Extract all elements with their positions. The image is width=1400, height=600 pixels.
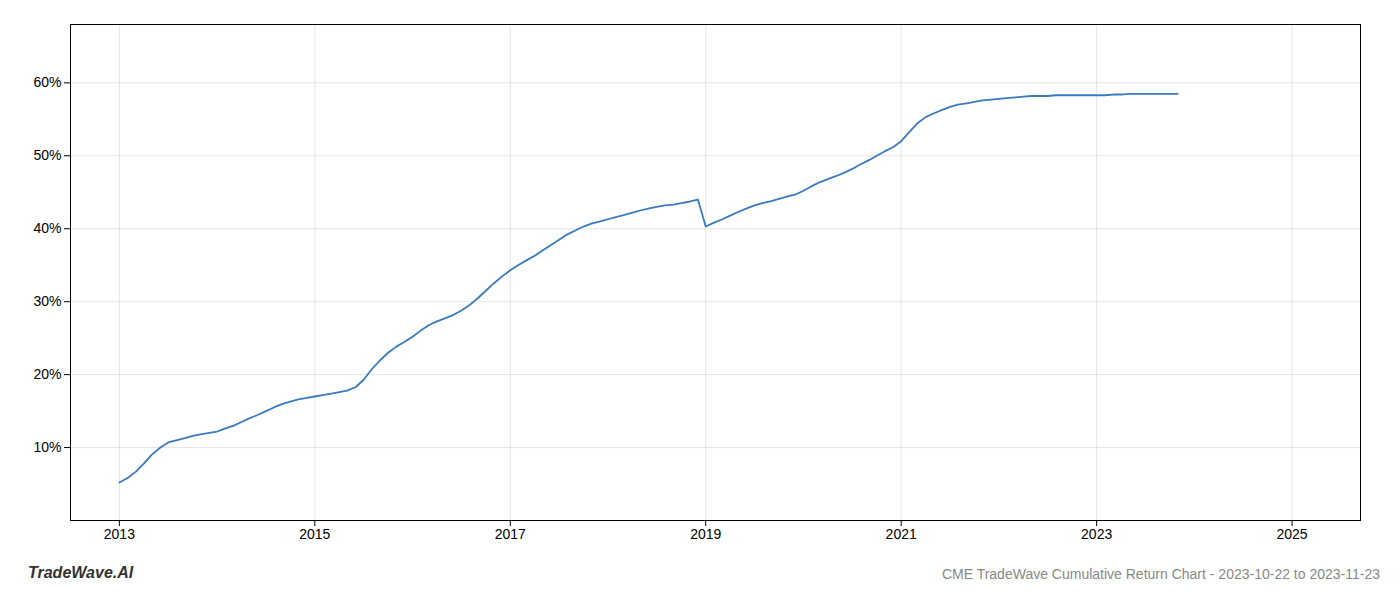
svg-text:2025: 2025 xyxy=(1277,526,1308,542)
svg-text:40%: 40% xyxy=(33,220,61,236)
svg-text:2021: 2021 xyxy=(886,526,917,542)
svg-text:2013: 2013 xyxy=(104,526,135,542)
svg-text:10%: 10% xyxy=(33,439,61,455)
html-text:TradeWave.AI: TradeWave.AI xyxy=(28,564,134,581)
svg-text:2023: 2023 xyxy=(1081,526,1112,542)
svg-text:2017: 2017 xyxy=(495,526,526,542)
html-text:CME TradeWave Cumulative Retur: CME TradeWave Cumulative Return Chart - … xyxy=(941,566,1380,582)
svg-text:60%: 60% xyxy=(33,74,61,90)
svg-text:2019: 2019 xyxy=(690,526,721,542)
svg-text:50%: 50% xyxy=(33,147,61,163)
svg-text:20%: 20% xyxy=(33,366,61,382)
svg-text:30%: 30% xyxy=(33,293,61,309)
svg-text:2015: 2015 xyxy=(299,526,330,542)
